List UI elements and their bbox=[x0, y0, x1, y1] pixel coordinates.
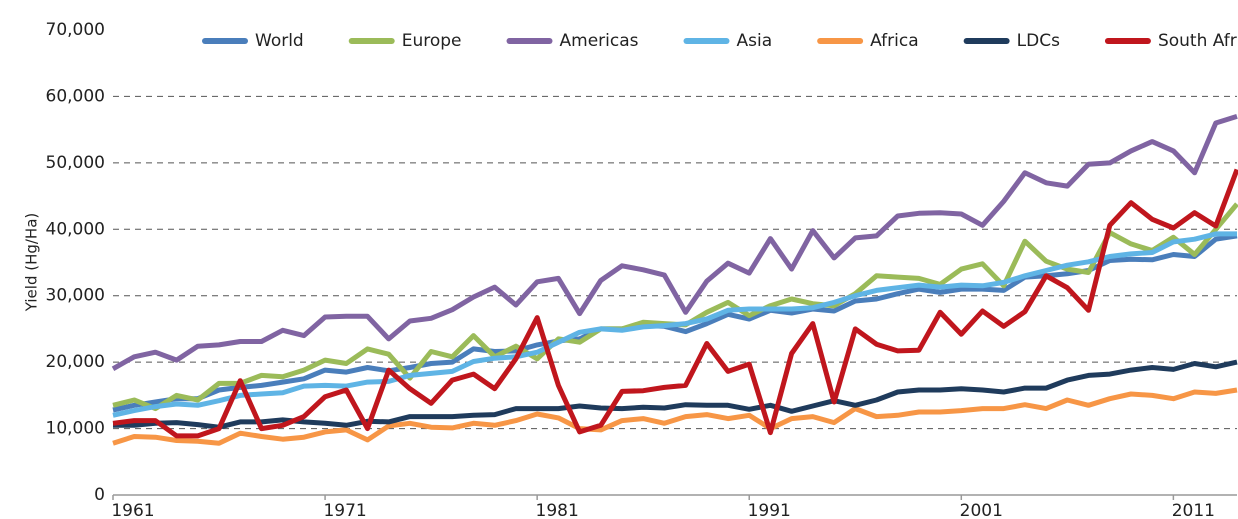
legend-label: Americas bbox=[560, 31, 639, 51]
legend-label: Africa bbox=[870, 31, 919, 51]
y-tick-label: 40,000 bbox=[46, 219, 105, 239]
x-tick-label: 2011 bbox=[1172, 501, 1215, 519]
y-tick-label: 60,000 bbox=[46, 86, 105, 106]
y-tick-label: 10,000 bbox=[46, 419, 105, 439]
x-tick-label: 2001 bbox=[960, 501, 1003, 519]
y-tick-label: 50,000 bbox=[46, 153, 105, 173]
series-line bbox=[111, 114, 1238, 371]
legend-label: World bbox=[255, 31, 304, 51]
y-tick-label: 0 bbox=[94, 485, 105, 505]
x-tick-label: 1981 bbox=[536, 501, 579, 519]
series-line bbox=[113, 359, 1238, 430]
x-tick-label: 1961 bbox=[111, 501, 154, 519]
x-tick-label: 1971 bbox=[323, 501, 366, 519]
y-tick-label: 70,000 bbox=[46, 20, 105, 40]
legend-label: LDCs bbox=[1017, 31, 1060, 51]
legend-label: Europe bbox=[402, 31, 462, 51]
legend-label: Asia bbox=[737, 31, 773, 51]
series-line bbox=[112, 168, 1238, 439]
series-line bbox=[112, 231, 1237, 418]
series-line bbox=[112, 387, 1238, 446]
y-tick-label: 20,000 bbox=[46, 352, 105, 372]
y-axis-label: Yield (Hg/Ha) bbox=[23, 213, 41, 313]
x-tick-label: 1991 bbox=[748, 501, 791, 519]
legend-label: South Africa bbox=[1158, 31, 1238, 51]
y-tick-label: 30,000 bbox=[46, 286, 105, 306]
